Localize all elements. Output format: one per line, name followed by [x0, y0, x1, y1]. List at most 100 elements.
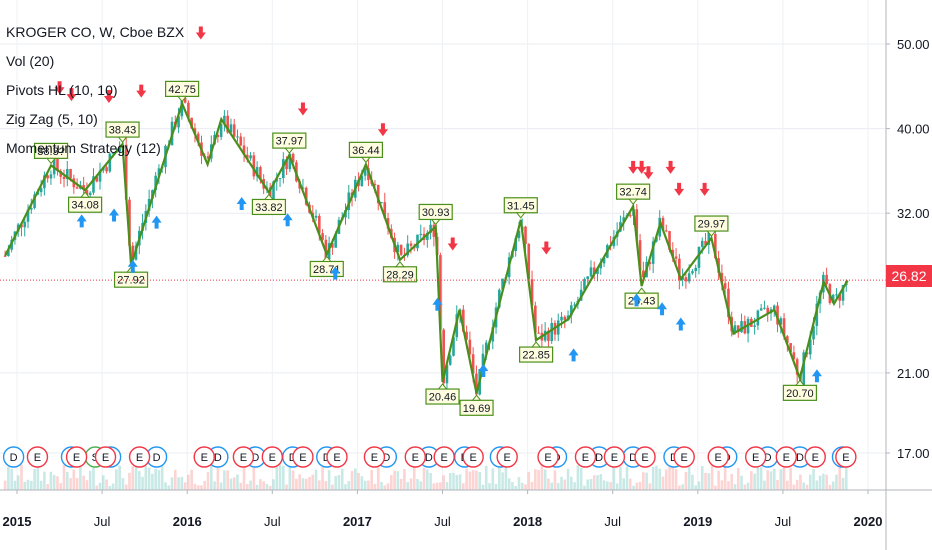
candle-body	[272, 181, 275, 200]
pivot-label-pointer	[636, 287, 647, 294]
candle-body	[808, 339, 812, 355]
candle-body	[664, 230, 668, 232]
candle-body	[56, 159, 59, 172]
candle-body	[268, 187, 272, 200]
candle-body	[733, 325, 737, 332]
volume-bar	[697, 481, 701, 490]
volume-bar	[439, 482, 442, 490]
volume-bar	[491, 468, 495, 490]
candle-body	[697, 246, 701, 268]
volume-bar	[596, 475, 599, 490]
candle-body	[596, 268, 599, 274]
candle-body	[432, 224, 436, 237]
pivot-label-pointer	[80, 191, 91, 198]
candle-body	[285, 159, 288, 170]
volume-bar	[23, 481, 27, 490]
earnings-marker-letter: E	[715, 452, 722, 464]
volume-bar	[393, 470, 396, 490]
volume-bar	[210, 465, 213, 490]
candle-body	[560, 316, 563, 321]
candle-body	[128, 199, 131, 246]
volume-bar	[586, 479, 590, 490]
volume-bar	[147, 467, 151, 490]
volume-bar	[612, 464, 616, 490]
volume-bar	[795, 479, 799, 490]
volume-bar	[517, 477, 521, 490]
volume-bar	[95, 485, 99, 490]
volume-bar	[219, 482, 223, 490]
candle-body	[288, 153, 292, 170]
x-tick-label: Jul	[775, 514, 792, 529]
volume-bar	[671, 465, 675, 490]
volume-bar	[429, 472, 432, 490]
candle-body	[187, 102, 190, 118]
volume-bar	[232, 477, 236, 490]
candle-body	[314, 215, 318, 218]
candle-body	[753, 325, 756, 327]
volume-bar	[43, 471, 46, 490]
candle-body	[196, 133, 200, 143]
legend-zigzag[interactable]: Zig Zag (5, 10)	[6, 111, 98, 127]
candle-body	[674, 256, 678, 259]
candle-body	[246, 154, 249, 159]
long-signal-arrow	[76, 214, 87, 228]
candle-body	[108, 153, 112, 172]
volume-bar	[468, 471, 472, 490]
volume-bar	[599, 474, 603, 490]
volume-bar	[808, 474, 812, 490]
candle-body	[498, 289, 501, 308]
volume-bar	[812, 469, 815, 490]
candle-body	[573, 304, 576, 306]
candle-body	[599, 263, 603, 269]
pivot-label: 29.97	[698, 219, 726, 231]
volume-bar	[799, 474, 802, 490]
legend-pivots[interactable]: Pivots HL (10, 10)	[6, 82, 118, 98]
volume-bar	[79, 464, 82, 490]
legend-vol[interactable]: Vol (20)	[6, 53, 55, 69]
volume-bar	[838, 465, 842, 490]
volume-bar	[583, 485, 586, 490]
candle-body	[491, 327, 495, 342]
candle-body	[812, 325, 815, 340]
candle-body	[543, 330, 547, 341]
volume-bar	[383, 485, 387, 490]
volume-bar	[592, 475, 596, 490]
volume-bar	[255, 484, 259, 490]
volume-bar	[203, 480, 207, 490]
long-signal-arrow	[109, 208, 120, 222]
candle-body	[177, 116, 180, 128]
volume-bar	[602, 480, 606, 490]
candle-body	[471, 354, 475, 374]
volume-bar	[59, 483, 63, 490]
candle-body	[131, 245, 135, 260]
legend-momentum[interactable]: Momentum Strategy (12)	[6, 140, 161, 156]
volume-bar	[301, 478, 305, 490]
volume-bar	[733, 484, 737, 490]
volume-bar	[327, 469, 331, 490]
volume-bar	[776, 480, 779, 490]
candle-body	[363, 168, 367, 176]
earnings-marker	[804, 446, 826, 468]
volume-bar	[285, 484, 288, 490]
candle-body	[501, 278, 504, 290]
pivot-label-pointer	[515, 212, 526, 219]
pivot-label-pointer	[794, 379, 805, 386]
volume-bar	[488, 483, 491, 490]
volume-bar	[717, 470, 720, 490]
volume-bar	[193, 483, 197, 490]
volume-bar	[537, 469, 540, 490]
long-signal-arrow	[657, 302, 668, 316]
candle-body	[547, 330, 550, 342]
volume-bar	[658, 468, 662, 490]
volume-bar	[579, 467, 583, 490]
x-tick-label: 2018	[513, 514, 542, 529]
volume-bar	[475, 470, 478, 490]
candle-body	[678, 258, 681, 280]
volume-bar	[213, 481, 216, 490]
long-signal-arrow	[675, 317, 686, 331]
candle-body	[429, 224, 432, 233]
volume-bar	[344, 484, 347, 490]
candle-body	[694, 267, 698, 272]
volume-bar	[108, 485, 112, 490]
